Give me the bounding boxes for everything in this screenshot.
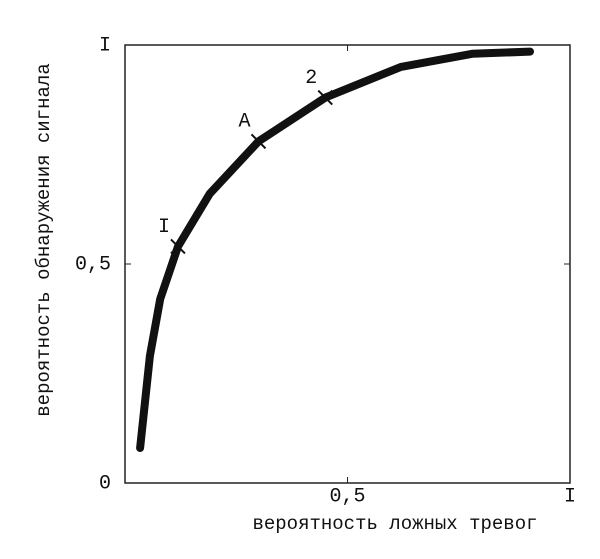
x-tick-label: I [564,485,576,508]
point-marker [250,133,267,150]
curve [136,47,534,452]
plot-frame [124,44,571,484]
point-marker [170,238,186,255]
point-label: A [238,111,250,134]
y-tick-label: 0,5 [75,253,111,276]
point-marker [317,89,333,106]
x-axis-title: вероятность ложных тревог [252,513,537,535]
y-axis-title: вероятность обнаружения сигнала [33,63,55,416]
x-tick-label: 0,5 [329,485,365,508]
y-tick-label: I [99,34,111,57]
point-label: 2 [305,67,317,90]
y-tick-label: 0 [99,472,111,495]
point-label: I [158,216,170,239]
